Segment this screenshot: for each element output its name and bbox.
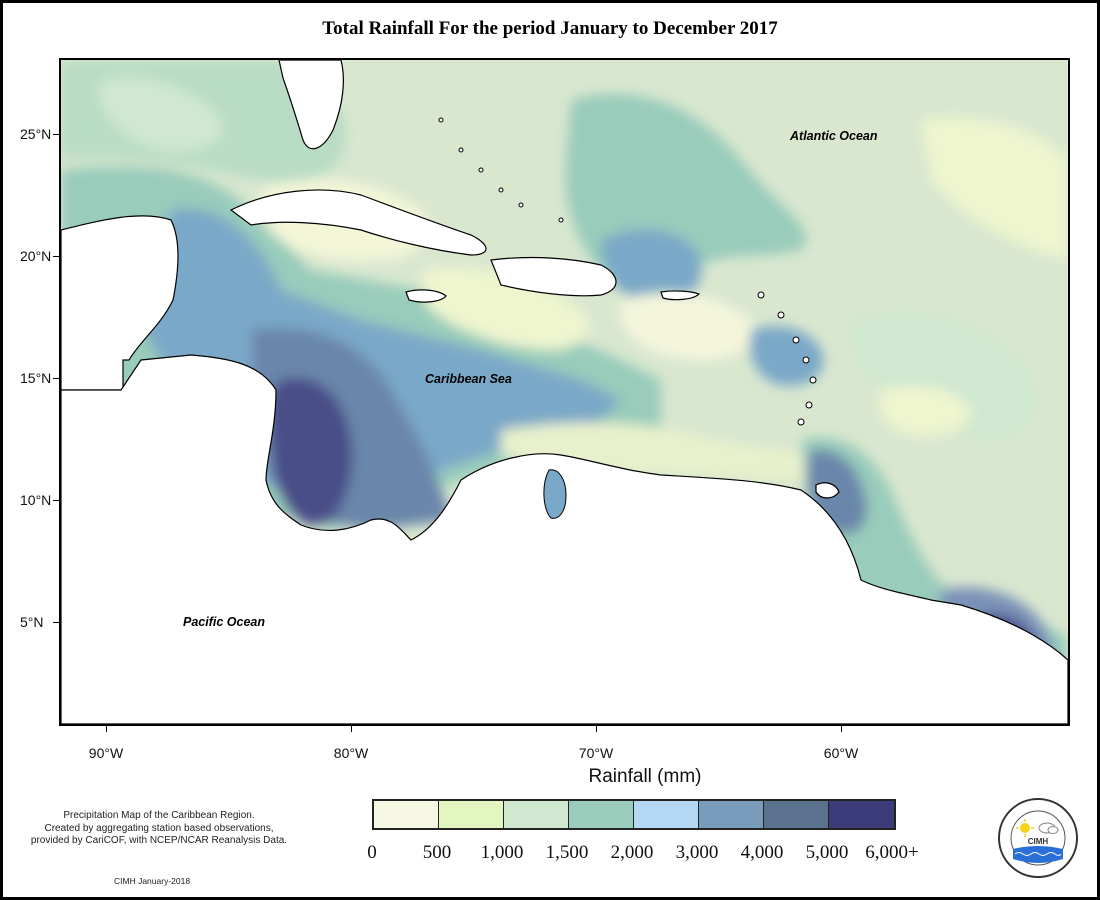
lat-label-10n: 10°N <box>20 492 52 508</box>
yucatan <box>61 215 179 391</box>
lat-tick <box>53 622 59 623</box>
rainfall-map: Atlantic Ocean Caribbean Sea Pacific Oce… <box>59 58 1070 726</box>
legend-label: 5,000 <box>805 842 849 863</box>
legend-swatch <box>829 801 894 828</box>
lesser-antilles <box>438 117 817 426</box>
legend-swatch <box>439 801 504 828</box>
credit-text: CIMH January-2018 <box>114 876 191 886</box>
legend-label: 0 <box>367 842 377 863</box>
lon-label-60w: 60°W <box>823 745 859 761</box>
lon-tick <box>106 726 107 732</box>
lat-tick <box>53 378 59 379</box>
description-line-1: Precipitation Map of the Caribbean Regio… <box>63 810 255 821</box>
lat-label-25n: 25°N <box>20 126 52 142</box>
caribbean-sea-label: Caribbean Sea <box>425 372 512 386</box>
legend-label: 3,000 <box>675 842 719 863</box>
lat-tick <box>53 500 59 501</box>
trinidad <box>815 482 840 499</box>
hispaniola <box>490 256 617 297</box>
lon-tick <box>841 726 842 732</box>
lake-maracaibo <box>543 469 567 519</box>
rainfall-legend <box>372 799 896 830</box>
lat-tick <box>53 134 59 135</box>
wave-icon <box>1013 846 1063 863</box>
legend-swatch <box>569 801 634 828</box>
rainfall-axis-title: Rainfall (mm) <box>588 766 702 787</box>
legend-swatch <box>764 801 829 828</box>
jamaica <box>405 289 447 303</box>
cloud-icon <box>1038 822 1059 834</box>
logo-name: CIMH <box>1028 837 1049 846</box>
lat-label-20n: 20°N <box>20 248 52 264</box>
legend-swatch <box>699 801 764 828</box>
description-line-3: provided by CariCOF, with NCEP/NCAR Rean… <box>30 835 288 846</box>
cimh-logo-svg: CIMH <box>998 798 1078 878</box>
description-line-2: Created by aggregating station based obs… <box>44 822 274 834</box>
florida <box>278 60 344 150</box>
legend-swatch <box>504 801 569 828</box>
lat-label-15n: 15°N <box>20 370 52 386</box>
sun-icon <box>1016 819 1034 837</box>
atlantic-ocean-label: Atlantic Ocean <box>789 129 878 143</box>
lon-label-70w: 70°W <box>578 745 614 761</box>
legend-label: 6,000+ <box>865 842 919 863</box>
legend-label: 1,500 <box>545 842 589 863</box>
puerto-rico <box>660 290 701 301</box>
pacific-ocean-label: Pacific Ocean <box>183 615 265 629</box>
legend-label: 4,000 <box>740 842 784 863</box>
land-masses <box>61 60 1068 724</box>
rainfall-map-svg: Atlantic Ocean Caribbean Sea Pacific Oce… <box>61 60 1068 724</box>
cuba <box>229 189 487 256</box>
legend-swatch <box>374 801 439 828</box>
lon-tick <box>351 726 352 732</box>
lon-tick <box>596 726 597 732</box>
lat-label-5n: 5°N <box>20 614 44 630</box>
legend-label: 1,000 <box>480 842 524 863</box>
map-title: Total Rainfall For the period January to… <box>322 18 778 39</box>
map-description: Precipitation Map of the Caribbean Regio… <box>4 810 314 848</box>
legend-label: 2,000 <box>610 842 654 863</box>
legend-swatch <box>634 801 699 828</box>
cimh-logo: CIMH <box>997 797 1079 879</box>
legend-label: 500 <box>422 842 452 863</box>
lon-label-80w: 80°W <box>333 745 369 761</box>
south-america <box>61 354 1068 724</box>
lat-tick <box>53 256 59 257</box>
lon-label-90w: 90°W <box>88 745 124 761</box>
